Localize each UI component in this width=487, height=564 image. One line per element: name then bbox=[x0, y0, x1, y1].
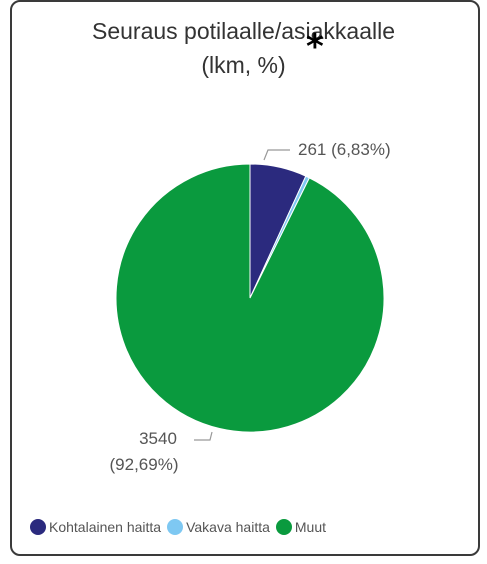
legend-label: Vakava haitta bbox=[186, 519, 270, 535]
data-label-muut-percent: (92,69%) bbox=[110, 455, 179, 474]
legend-swatch bbox=[275, 519, 292, 535]
legend-label: Kohtalainen haitta bbox=[49, 519, 162, 535]
legend-swatch bbox=[30, 519, 46, 535]
chart-title-line1: Seuraus potilaalle/asiakkaalle bbox=[91, 18, 396, 44]
legend-item-muut[interactable]: Muut bbox=[275, 519, 327, 535]
leader-line-kohtalainen bbox=[263, 149, 290, 161]
chart-title-line2: (lkm, %) bbox=[201, 52, 286, 78]
chart-legend: Kohtalainen haitta Vakava haitta Muut bbox=[30, 516, 332, 538]
pie-slice-muut[interactable] bbox=[115, 163, 385, 433]
title-asterisk: * bbox=[306, 27, 324, 67]
legend-label: Muut bbox=[294, 519, 327, 535]
legend-item-kohtalainen[interactable]: Kohtalainen haitta bbox=[30, 519, 161, 535]
legend-item-vakava[interactable]: Vakava haitta bbox=[167, 519, 270, 535]
data-label-muut-count: 3540 bbox=[139, 429, 177, 448]
data-label-kohtalainen: 261 (6,83%) bbox=[298, 140, 391, 159]
chart-title: Seuraus potilaalle/asiakkaalle (lkm, %) bbox=[0, 14, 487, 82]
legend-swatch bbox=[167, 519, 184, 535]
leader-line-muut bbox=[194, 431, 213, 441]
